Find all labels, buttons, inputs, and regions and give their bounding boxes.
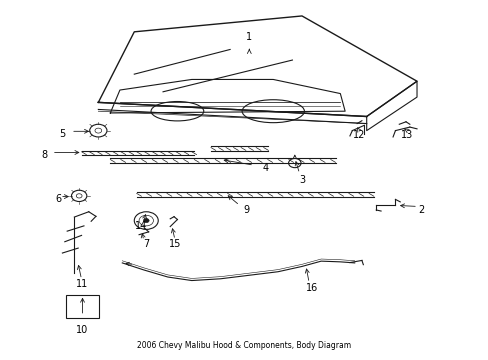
Text: 8: 8: [41, 150, 47, 160]
Text: 3: 3: [298, 175, 305, 185]
Text: 14: 14: [135, 221, 147, 231]
Text: 16: 16: [305, 283, 317, 293]
Text: 4: 4: [263, 163, 268, 173]
Text: 9: 9: [244, 205, 249, 215]
Text: 5: 5: [59, 129, 65, 139]
Text: 13: 13: [401, 130, 413, 140]
Text: 6: 6: [55, 194, 61, 204]
Text: 11: 11: [76, 279, 88, 289]
Text: 2: 2: [418, 205, 424, 215]
Text: 10: 10: [76, 325, 88, 335]
Text: 12: 12: [353, 130, 365, 140]
Text: 7: 7: [143, 239, 149, 249]
Text: 15: 15: [168, 239, 181, 249]
Text: 1: 1: [246, 32, 252, 42]
Circle shape: [143, 219, 149, 223]
Text: 2006 Chevy Malibu Hood & Components, Body Diagram: 2006 Chevy Malibu Hood & Components, Bod…: [137, 341, 351, 350]
